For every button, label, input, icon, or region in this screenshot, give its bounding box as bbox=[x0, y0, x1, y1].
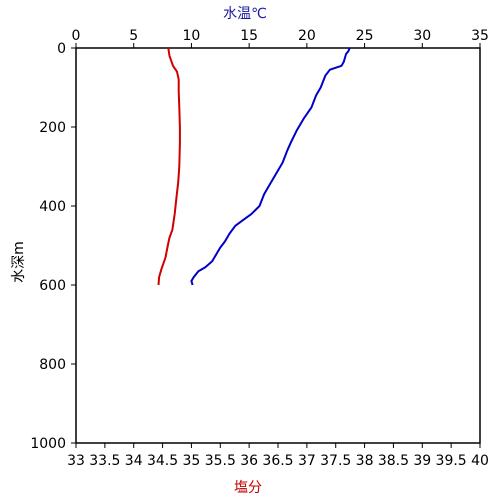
salinity-profile-line bbox=[157, 47, 181, 286]
left-tick-label: 0 bbox=[57, 41, 66, 57]
bottom-tick-label: 38 bbox=[356, 453, 374, 469]
series-layer bbox=[157, 47, 351, 286]
bottom-tick-label: 38.5 bbox=[378, 453, 409, 469]
top-tick-label: 20 bbox=[298, 28, 316, 44]
bottom-tick-label: 39 bbox=[413, 453, 431, 469]
bottom-tick-label: 34.5 bbox=[147, 453, 178, 469]
bottom-tick-label: 35.5 bbox=[205, 453, 236, 469]
top-tick-label: 10 bbox=[183, 28, 201, 44]
plot-frame bbox=[75, 47, 481, 444]
left-tick-label: 400 bbox=[39, 199, 66, 215]
bottom-tick-label: 39.5 bbox=[436, 453, 467, 469]
left-tick-label: 1000 bbox=[30, 436, 66, 452]
top-tick-label: 0 bbox=[72, 28, 81, 44]
bottom-tick-label: 36.5 bbox=[262, 453, 293, 469]
left-tick-label: 600 bbox=[39, 278, 66, 294]
bottom-tick-label: 35 bbox=[183, 453, 201, 469]
bottom-axis-title: 塩分 bbox=[234, 480, 262, 496]
top-tick-label: 5 bbox=[129, 28, 138, 44]
left-tick-label: 800 bbox=[39, 357, 66, 373]
top-tick-label: 35 bbox=[471, 28, 489, 44]
bottom-tick-label: 33.5 bbox=[89, 453, 120, 469]
bottom-axis-ticks: 33 33.5 34 34.5 35 35.5 36 36.5 37 37.5 38 38.5 39 39… bbox=[67, 443, 489, 469]
top-axis-ticks: 0 5 10 15 20 25 30 35 bbox=[72, 28, 489, 48]
top-tick-label: 15 bbox=[240, 28, 258, 44]
bottom-tick-label: 37.5 bbox=[320, 453, 351, 469]
left-axis-ticks: 0 200 400 600 800 1000 bbox=[30, 41, 76, 452]
bottom-tick-label: 33 bbox=[67, 453, 85, 469]
top-axis-title: 水温℃ bbox=[223, 6, 267, 22]
temperature-profile-line bbox=[190, 47, 351, 286]
top-tick-label: 25 bbox=[356, 28, 374, 44]
bottom-tick-label: 34 bbox=[125, 453, 143, 469]
bottom-tick-label: 37 bbox=[298, 453, 316, 469]
bottom-tick-label: 40 bbox=[471, 453, 489, 469]
left-tick-label: 200 bbox=[39, 120, 66, 136]
left-axis-title: 水深m bbox=[11, 241, 27, 283]
bottom-tick-label: 36 bbox=[240, 453, 258, 469]
top-tick-label: 30 bbox=[413, 28, 431, 44]
